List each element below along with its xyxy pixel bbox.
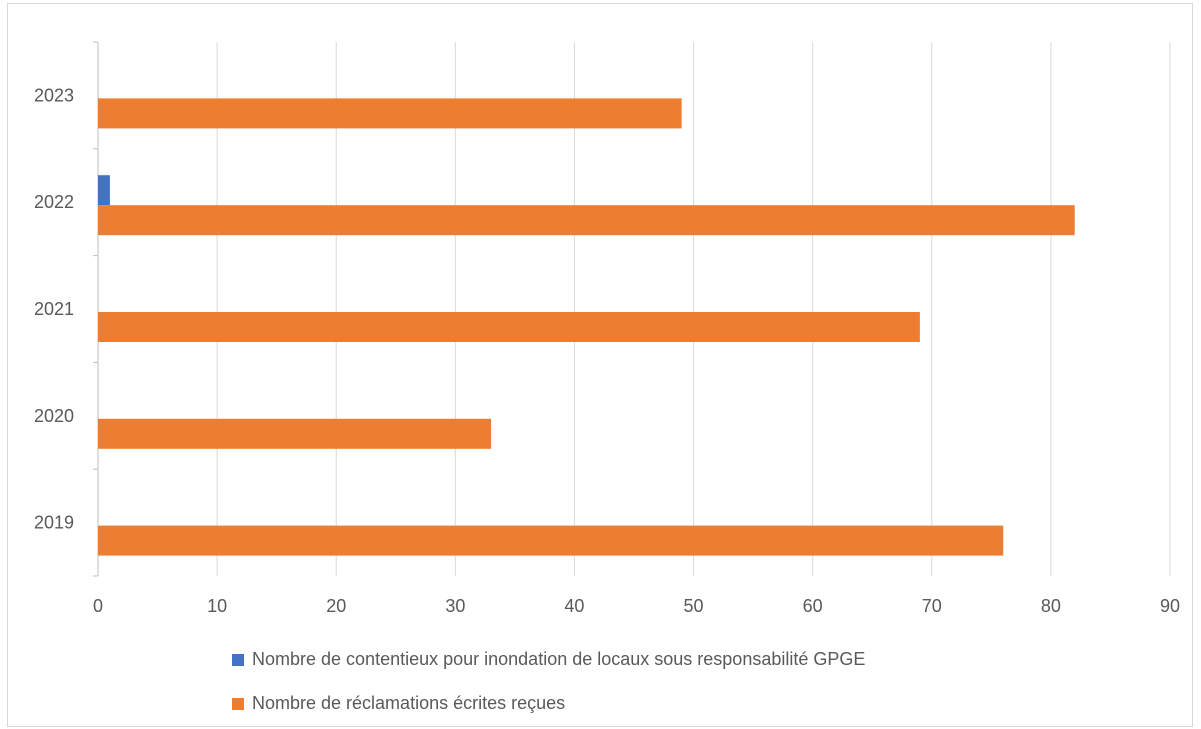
y-tick-2020: 2020 xyxy=(34,406,74,426)
x-tick-30: 30 xyxy=(445,596,465,616)
x-tick-labels: 0 10 20 30 40 50 60 70 80 90 xyxy=(93,596,1180,616)
y-axis xyxy=(93,41,99,577)
legend-label-reclamations: Nombre de réclamations écrites reçues xyxy=(252,693,566,713)
y-tick-labels: 2019 2020 2021 2022 2023 xyxy=(34,85,74,532)
bar-contentieux-2022 xyxy=(98,175,110,206)
x-tick-70: 70 xyxy=(922,596,942,616)
bar-reclamations-2023 xyxy=(98,98,682,129)
x-tick-90: 90 xyxy=(1160,596,1180,616)
bars xyxy=(98,98,1075,556)
y-tick-2019: 2019 xyxy=(34,513,74,533)
x-tick-80: 80 xyxy=(1041,596,1061,616)
legend-item-contentieux: Nombre de contentieux pour inondation de… xyxy=(232,649,865,670)
legend-item-reclamations: Nombre de réclamations écrites reçues xyxy=(232,693,565,714)
legend-swatch-blue xyxy=(232,653,244,666)
x-tick-40: 40 xyxy=(564,596,584,616)
x-tick-10: 10 xyxy=(207,596,227,616)
bar-reclamations-2019 xyxy=(98,525,1004,556)
bar-reclamations-2022 xyxy=(98,205,1075,236)
y-tick-2023: 2023 xyxy=(34,85,74,105)
legend-swatch-orange xyxy=(232,697,244,710)
bar-reclamations-2021 xyxy=(98,312,920,342)
bar-reclamations-2020 xyxy=(98,418,492,449)
x-tick-20: 20 xyxy=(326,596,346,616)
legend-label-contentieux: Nombre de contentieux pour inondation de… xyxy=(252,649,866,669)
gridlines xyxy=(216,42,1171,576)
x-tick-50: 50 xyxy=(684,596,704,616)
x-tick-60: 60 xyxy=(803,596,823,616)
y-tick-2021: 2021 xyxy=(34,299,74,319)
y-tick-2022: 2022 xyxy=(34,192,74,212)
x-tick-0: 0 xyxy=(93,596,103,616)
